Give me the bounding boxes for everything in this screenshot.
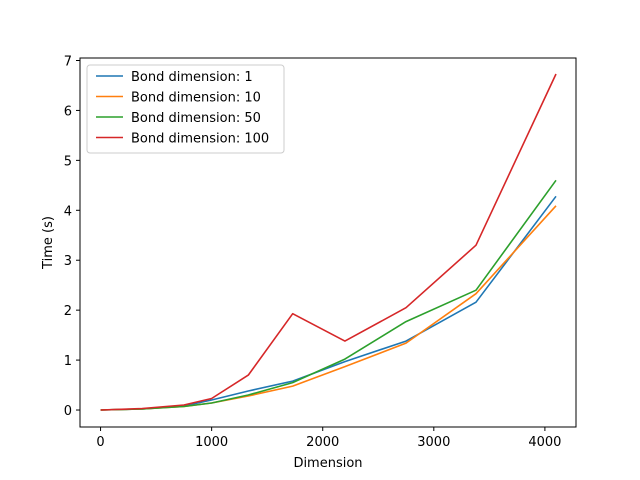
legend-label-3: Bond dimension: 50 <box>131 111 261 126</box>
y-tick-label: 0 <box>64 404 72 419</box>
y-tick-label: 2 <box>64 304 72 319</box>
series-line-2 <box>100 205 557 411</box>
legend-label-2: Bond dimension: 10 <box>131 91 261 106</box>
x-tick-label: 4000 <box>528 435 561 450</box>
series-line-4 <box>100 73 557 411</box>
legend-label-4: Bond dimension: 100 <box>131 132 269 147</box>
y-tick-label: 3 <box>64 254 72 269</box>
x-tick-label: 1000 <box>195 435 228 450</box>
legend: Bond dimension: 1 Bond dimension: 10 Bond … <box>86 64 285 154</box>
axes-frame <box>79 57 577 428</box>
legend-label-1: Bond dimension: 1 <box>131 70 253 85</box>
x-tick-label: 0 <box>96 435 104 450</box>
series-line-3 <box>100 179 557 411</box>
x-tick-label: 2000 <box>306 435 339 450</box>
y-tick-label: 4 <box>64 204 72 219</box>
x-axis: 0 1000 2000 3000 4000 <box>96 427 561 450</box>
y-tick-label: 7 <box>64 54 72 69</box>
y-axis: 0 1 2 3 4 5 6 7 <box>64 54 80 419</box>
x-tick-label: 3000 <box>417 435 450 450</box>
series-line-1 <box>100 195 557 411</box>
y-tick-label: 5 <box>64 154 72 169</box>
legend-box <box>86 64 285 154</box>
y-tick-label: 6 <box>64 104 72 119</box>
y-tick-label: 1 <box>64 354 72 369</box>
series-layer <box>100 73 557 411</box>
y-axis-label: Time (s) <box>41 216 56 270</box>
x-axis-label: Dimension <box>293 456 362 471</box>
